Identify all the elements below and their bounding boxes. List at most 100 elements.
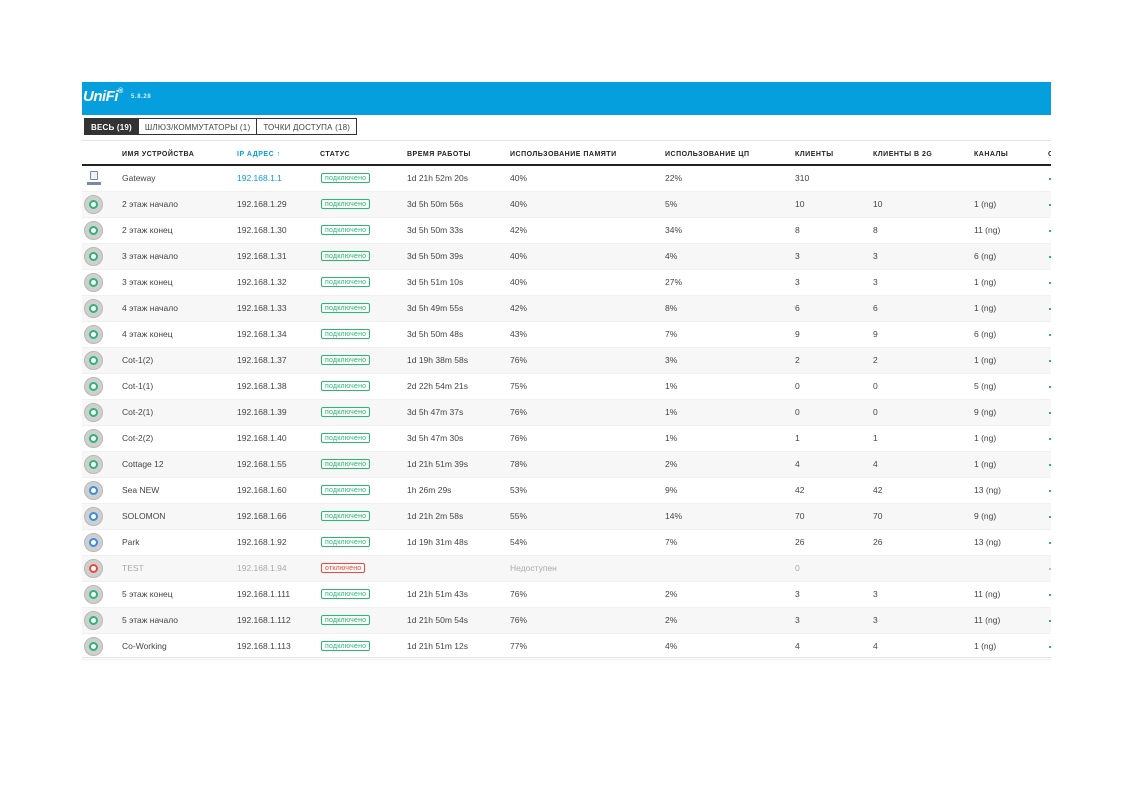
table-row[interactable]: 3 этаж конец 192.168.1.32 3d 5h 51m 10s 40%… bbox=[82, 270, 1051, 296]
device-ip[interactable]: 192.168.1.92 bbox=[237, 537, 287, 547]
device-name[interactable]: 4 этаж конец bbox=[122, 329, 173, 339]
device-name[interactable]: Cot-2(2) bbox=[122, 433, 154, 443]
unifi-logo[interactable]: UniFi® bbox=[83, 88, 123, 105]
device-ip[interactable]: 192.168.1.34 bbox=[237, 329, 287, 339]
device-uptime: 3d 5h 50m 56s bbox=[407, 199, 464, 209]
device-name[interactable]: 5 этаж начало bbox=[122, 615, 178, 625]
table-row[interactable]: 5 этаж начало 192.168.1.112 1d 21h 50m 54s… bbox=[82, 608, 1051, 634]
device-ip[interactable]: 192.168.1.40 bbox=[237, 433, 287, 443]
device-ip[interactable]: 192.168.1.1 bbox=[237, 173, 282, 183]
device-ip[interactable]: 192.168.1.94 bbox=[237, 563, 287, 573]
status-badge: подключено bbox=[321, 173, 371, 183]
device-ip[interactable]: 192.168.1.30 bbox=[237, 225, 287, 235]
device-ip[interactable]: 192.168.1.55 bbox=[237, 459, 287, 469]
column-header-clients-2g[interactable]: КЛИЕНТЫ В 2G bbox=[873, 151, 933, 158]
device-ip[interactable]: 192.168.1.31 bbox=[237, 251, 287, 261]
status-badge: подключено bbox=[321, 277, 371, 287]
device-memory: 76% bbox=[510, 615, 528, 625]
column-header-name[interactable]: ИМЯ УСТРОЙСТВА bbox=[122, 151, 195, 158]
device-name[interactable]: Sea NEW bbox=[122, 485, 160, 495]
device-name[interactable]: Gateway bbox=[122, 173, 156, 183]
device-uptime: 1d 21h 51m 39s bbox=[407, 459, 468, 469]
status-indicator bbox=[1049, 516, 1051, 518]
device-name[interactable]: Cot-2(1) bbox=[122, 407, 154, 417]
table-row[interactable]: Cottage 12 192.168.1.55 1d 21h 51m 39s 78% 2… bbox=[82, 452, 1051, 478]
device-clients-2g: 70 bbox=[873, 511, 883, 521]
device-uptime: 1h 26m 29s bbox=[407, 485, 452, 495]
status-indicator bbox=[1049, 360, 1051, 362]
device-memory: 55% bbox=[510, 511, 528, 521]
column-header-clients[interactable]: КЛИЕНТЫ bbox=[795, 151, 834, 158]
device-ip[interactable]: 192.168.1.29 bbox=[237, 199, 287, 209]
column-header-status[interactable]: СТАТУС bbox=[320, 151, 351, 158]
device-ip[interactable]: 192.168.1.33 bbox=[237, 303, 287, 313]
status-badge: подключено bbox=[321, 641, 371, 651]
device-ip[interactable]: 192.168.1.32 bbox=[237, 277, 287, 287]
device-name[interactable]: 2 этаж конец bbox=[122, 225, 173, 235]
column-header-memory[interactable]: ИСПОЛЬЗОВАНИЕ ПАМЯТИ bbox=[510, 151, 617, 158]
device-name[interactable]: 2 этаж начало bbox=[122, 199, 178, 209]
column-header-next[interactable]: С bbox=[1048, 151, 1051, 158]
device-uptime: 3d 5h 50m 39s bbox=[407, 251, 464, 261]
status-indicator bbox=[1049, 620, 1051, 622]
table-row[interactable]: 3 этаж начало 192.168.1.31 3d 5h 50m 39s 40… bbox=[82, 244, 1051, 270]
filter-all-tab[interactable]: ВЕСЬ (19) bbox=[84, 118, 139, 135]
column-header-ip[interactable]: IP АДРЕС ↑ bbox=[237, 151, 281, 158]
device-cpu: 7% bbox=[665, 329, 678, 339]
device-clients: 70 bbox=[795, 511, 805, 521]
device-name[interactable]: Cottage 12 bbox=[122, 459, 164, 469]
column-header-channels[interactable]: КАНАЛЫ bbox=[974, 151, 1009, 158]
table-row[interactable]: Cot-2(1) 192.168.1.39 3d 5h 47m 37s 76% 1% 0 0… bbox=[82, 400, 1051, 426]
table-row[interactable]: 5 этаж конец 192.168.1.111 1d 21h 51m 43s 7… bbox=[82, 582, 1051, 608]
device-name[interactable]: 4 этаж начало bbox=[122, 303, 178, 313]
device-ip[interactable]: 192.168.1.111 bbox=[237, 589, 291, 599]
device-ip[interactable]: 192.168.1.39 bbox=[237, 407, 287, 417]
table-row[interactable]: SOLOMON 192.168.1.66 1d 21h 2m 58s 55% 14% 70… bbox=[82, 504, 1051, 530]
device-cpu: 1% bbox=[665, 407, 678, 417]
filter-access-points-tab[interactable]: ТОЧКИ ДОСТУПА (18) bbox=[257, 118, 358, 135]
column-header-uptime[interactable]: ВРЕМЯ РАБОТЫ bbox=[407, 151, 471, 158]
device-name[interactable]: 5 этаж конец bbox=[122, 589, 173, 599]
device-name[interactable]: 3 этаж конец bbox=[122, 277, 173, 287]
status-indicator bbox=[1049, 204, 1051, 206]
device-name[interactable]: Co-Working bbox=[122, 641, 167, 651]
table-row[interactable]: 2 этаж начало 192.168.1.29 3d 5h 50m 56s 40… bbox=[82, 192, 1051, 218]
device-cpu: 22% bbox=[665, 173, 683, 183]
access-point-icon bbox=[84, 533, 103, 552]
access-point-icon bbox=[84, 585, 103, 604]
device-name[interactable]: Cot-1(2) bbox=[122, 355, 154, 365]
device-name[interactable]: Cot-1(1) bbox=[122, 381, 154, 391]
device-ip[interactable]: 192.168.1.112 bbox=[237, 615, 291, 625]
device-ip[interactable]: 192.168.1.60 bbox=[237, 485, 287, 495]
table-row[interactable]: 4 этаж начало 192.168.1.33 3d 5h 49m 55s 42… bbox=[82, 296, 1051, 322]
filter-gateways-switches-tab[interactable]: ШЛЮЗ/КОММУТАТОРЫ (1) bbox=[138, 118, 258, 135]
table-row[interactable]: Sea NEW 192.168.1.60 1h 26m 29s 53% 9% 42 42 13… bbox=[82, 478, 1051, 504]
device-clients-2g: 3 bbox=[873, 589, 878, 599]
device-ip[interactable]: 192.168.1.38 bbox=[237, 381, 287, 391]
table-row[interactable]: Co-Working 192.168.1.113 1d 21h 51m 12s 77%… bbox=[82, 634, 1051, 660]
table-row[interactable]: Park 192.168.1.92 1d 19h 31m 48s 54% 7% 26 26 1… bbox=[82, 530, 1051, 556]
device-uptime: 2d 22h 54m 21s bbox=[407, 381, 468, 391]
table-row[interactable]: Cot-1(1) 192.168.1.38 2d 22h 54m 21s 75% 1% 0… bbox=[82, 374, 1051, 400]
device-clients-2g: 42 bbox=[873, 485, 883, 495]
device-ip[interactable]: 192.168.1.113 bbox=[237, 641, 291, 651]
device-uptime: 3d 5h 51m 10s bbox=[407, 277, 464, 287]
column-header-cpu[interactable]: ИСПОЛЬЗОВАНИЕ ЦП bbox=[665, 151, 750, 158]
table-row[interactable]: 2 этаж конец 192.168.1.30 3d 5h 50m 33s 42%… bbox=[82, 218, 1051, 244]
device-clients: 3 bbox=[795, 251, 800, 261]
device-ip[interactable]: 192.168.1.37 bbox=[237, 355, 287, 365]
table-row[interactable]: 4 этаж конец 192.168.1.34 3d 5h 50m 48s 43%… bbox=[82, 322, 1051, 348]
device-ip[interactable]: 192.168.1.66 bbox=[237, 511, 287, 521]
device-memory: 43% bbox=[510, 329, 528, 339]
device-name[interactable]: 3 этаж начало bbox=[122, 251, 178, 261]
device-cpu: 1% bbox=[665, 433, 678, 443]
table-row[interactable]: TEST 192.168.1.94 Недоступен 0 отключено bbox=[82, 556, 1051, 582]
table-row[interactable]: Cot-2(2) 192.168.1.40 3d 5h 47m 30s 76% 1% 1 1… bbox=[82, 426, 1051, 452]
device-name[interactable]: SOLOMON bbox=[122, 511, 166, 521]
table-row[interactable]: Cot-1(2) 192.168.1.37 1d 19h 38m 58s 76% 3% 2… bbox=[82, 348, 1051, 374]
device-name[interactable]: Park bbox=[122, 537, 140, 547]
access-point-icon bbox=[84, 273, 103, 292]
device-channels: 6 (ng) bbox=[974, 251, 997, 261]
table-row[interactable]: Gateway 192.168.1.1 1d 21h 52m 20s 40% 22% 31… bbox=[82, 166, 1051, 192]
device-name[interactable]: TEST bbox=[122, 563, 144, 573]
